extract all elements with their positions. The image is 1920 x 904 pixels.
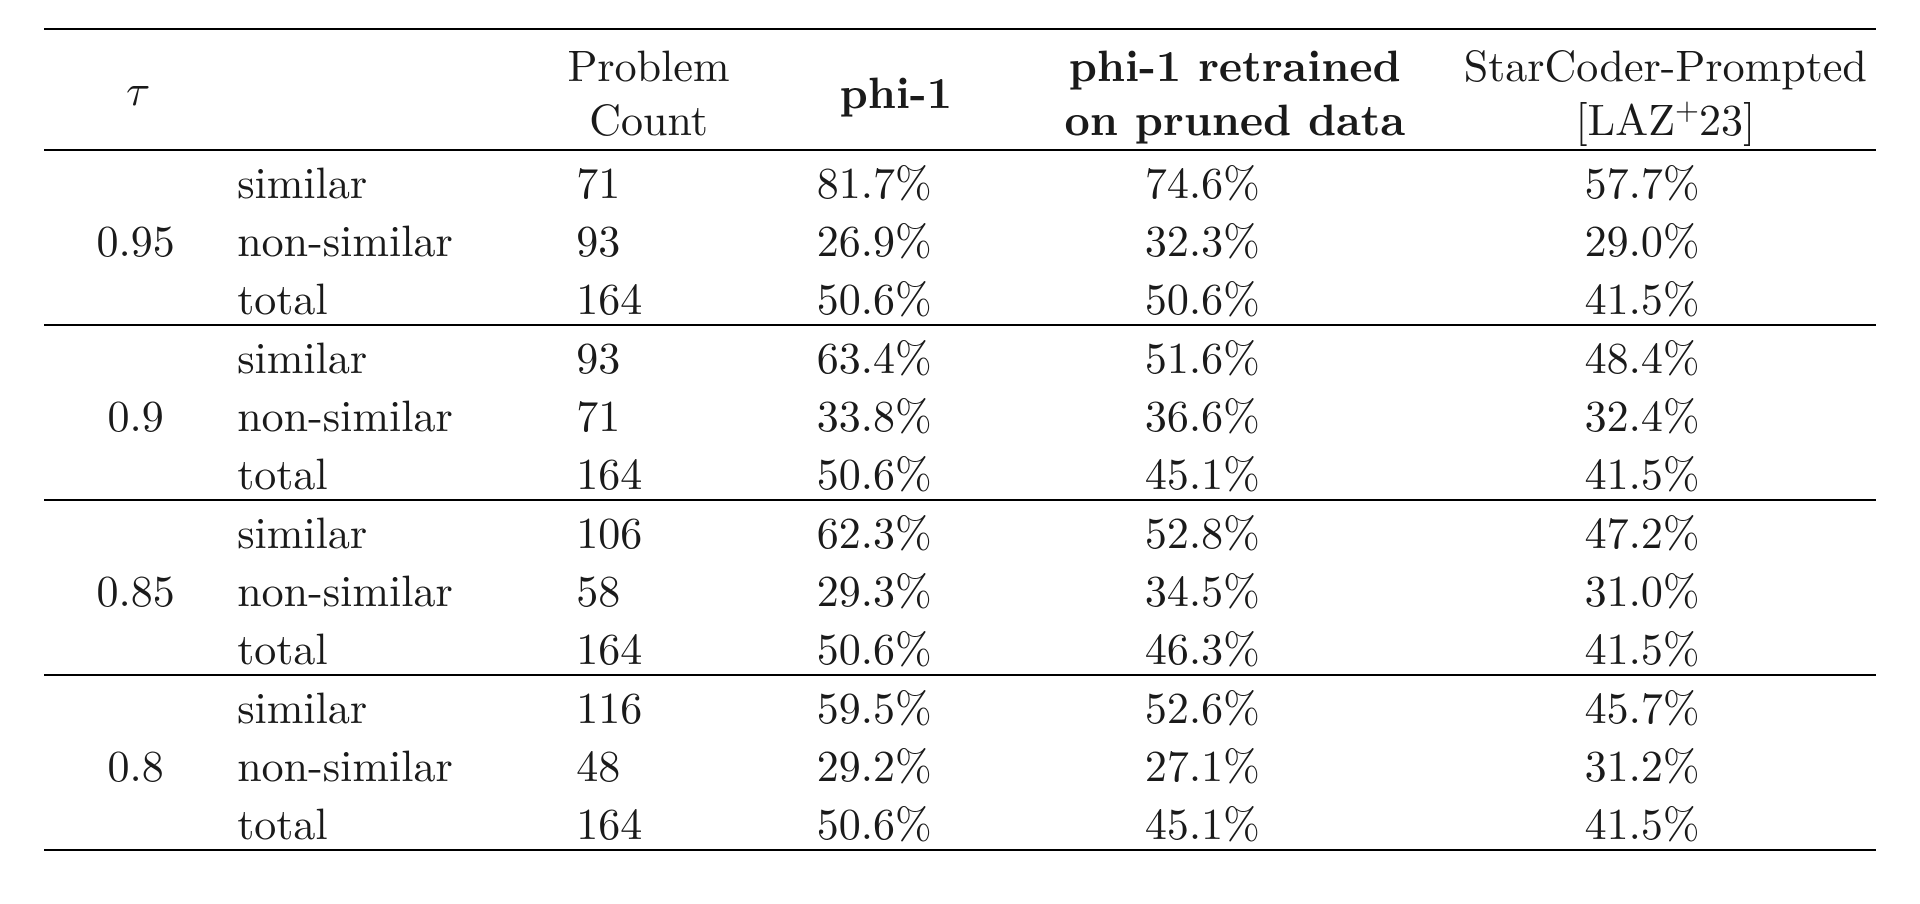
starcoder-cell: 57.7%: [1455, 150, 1876, 209]
retrained-cell: 52.8%: [1015, 500, 1455, 559]
retrained-cell: 46.3%: [1015, 617, 1455, 676]
col-header-tau: τ: [44, 29, 227, 150]
retrained-cell: 27.1%: [1015, 734, 1455, 792]
tau-cell: 0.85: [44, 559, 227, 617]
starcoder-cell: 47.2%: [1455, 500, 1876, 559]
retrained-cell: 50.6%: [1015, 267, 1455, 326]
table-row: similar7181.7%74.6%57.7%: [44, 150, 1876, 209]
starcoder-cell: 45.7%: [1455, 675, 1876, 734]
category-cell: total: [227, 267, 520, 326]
tau-cell-empty: [44, 617, 227, 676]
category-cell: non-similar: [227, 559, 520, 617]
tau-cell-empty: [44, 792, 227, 851]
tau-cell: 0.8: [44, 734, 227, 792]
category-cell: non-similar: [227, 209, 520, 267]
phi1-cell: 50.6%: [777, 267, 1015, 326]
problem-count-cell: 71: [520, 150, 776, 209]
table-row: 0.8non-similar4829.2%27.1%31.2%: [44, 734, 1876, 792]
problem-count-cell: 164: [520, 617, 776, 676]
phi1-cell: 50.6%: [777, 442, 1015, 501]
phi1-cell: 50.6%: [777, 792, 1015, 851]
phi1-cell: 81.7%: [777, 150, 1015, 209]
phi1-cell: 50.6%: [777, 617, 1015, 676]
starcoder-cell: 41.5%: [1455, 442, 1876, 501]
category-cell: similar: [227, 325, 520, 384]
category-cell: non-similar: [227, 384, 520, 442]
retrained-cell: 32.3%: [1015, 209, 1455, 267]
phi1-cell: 29.2%: [777, 734, 1015, 792]
phi1-cell: 59.5%: [777, 675, 1015, 734]
table-row: total16450.6%45.1%41.5%: [44, 442, 1876, 501]
retrained-cell: 45.1%: [1015, 442, 1455, 501]
category-cell: similar: [227, 150, 520, 209]
phi1-cell: 63.4%: [777, 325, 1015, 384]
retrained-cell: 34.5%: [1015, 559, 1455, 617]
problem-count-cell: 164: [520, 267, 776, 326]
problem-count-cell: 58: [520, 559, 776, 617]
table-row: total16450.6%46.3%41.5%: [44, 617, 1876, 676]
category-cell: similar: [227, 675, 520, 734]
tau-cell: 0.95: [44, 209, 227, 267]
col-header-phi1: phi-1: [777, 29, 1015, 150]
tau-symbol: τ: [124, 70, 147, 114]
table-row: 0.9non-similar7133.8%36.6%32.4%: [44, 384, 1876, 442]
tau-cell-empty: [44, 325, 227, 384]
starcoder-cell: 31.0%: [1455, 559, 1876, 617]
retrained-cell: 52.6%: [1015, 675, 1455, 734]
problem-count-cell: 93: [520, 209, 776, 267]
problem-count-cell: 164: [520, 442, 776, 501]
retrained-cell: 51.6%: [1015, 325, 1455, 384]
table-row: similar11659.5%52.6%45.7%: [44, 675, 1876, 734]
col-header-category: [227, 29, 520, 150]
col-header-starcoder: StarCoder-Prompted [LAZ+23]: [1455, 29, 1876, 150]
retrained-cell: 36.6%: [1015, 384, 1455, 442]
category-cell: similar: [227, 500, 520, 559]
phi1-cell: 62.3%: [777, 500, 1015, 559]
problem-count-cell: 48: [520, 734, 776, 792]
tau-cell-empty: [44, 442, 227, 501]
retrained-cell: 45.1%: [1015, 792, 1455, 851]
table-row: similar10662.3%52.8%47.2%: [44, 500, 1876, 559]
problem-count-cell: 164: [520, 792, 776, 851]
category-cell: total: [227, 617, 520, 676]
starcoder-cell: 41.5%: [1455, 792, 1876, 851]
table-row: total16450.6%50.6%41.5%: [44, 267, 1876, 326]
problem-count-cell: 93: [520, 325, 776, 384]
table-body: similar7181.7%74.6%57.7%0.95non-similar9…: [44, 150, 1876, 850]
category-cell: total: [227, 442, 520, 501]
category-cell: total: [227, 792, 520, 851]
starcoder-cell: 41.5%: [1455, 617, 1876, 676]
table-header-row: τ Problem Count phi-1 phi-1 retrained on…: [44, 29, 1876, 150]
starcoder-cell: 41.5%: [1455, 267, 1876, 326]
starcoder-cell: 29.0%: [1455, 209, 1876, 267]
col-header-retrained: phi-1 retrained on pruned data: [1015, 29, 1455, 150]
table-row: 0.85non-similar5829.3%34.5%31.0%: [44, 559, 1876, 617]
starcoder-cell: 48.4%: [1455, 325, 1876, 384]
results-table: τ Problem Count phi-1 phi-1 retrained on…: [44, 28, 1876, 851]
starcoder-cell: 31.2%: [1455, 734, 1876, 792]
col-header-problem-count: Problem Count: [520, 29, 776, 150]
table-row: total16450.6%45.1%41.5%: [44, 792, 1876, 851]
category-cell: non-similar: [227, 734, 520, 792]
phi1-cell: 33.8%: [777, 384, 1015, 442]
tau-cell-empty: [44, 267, 227, 326]
table-container: τ Problem Count phi-1 phi-1 retrained on…: [0, 0, 1920, 875]
table-row: similar9363.4%51.6%48.4%: [44, 325, 1876, 384]
problem-count-cell: 106: [520, 500, 776, 559]
tau-cell-empty: [44, 675, 227, 734]
problem-count-cell: 71: [520, 384, 776, 442]
tau-cell-empty: [44, 500, 227, 559]
tau-cell: 0.9: [44, 384, 227, 442]
starcoder-cell: 32.4%: [1455, 384, 1876, 442]
phi1-cell: 29.3%: [777, 559, 1015, 617]
phi1-cell: 26.9%: [777, 209, 1015, 267]
retrained-cell: 74.6%: [1015, 150, 1455, 209]
table-row: 0.95non-similar9326.9%32.3%29.0%: [44, 209, 1876, 267]
tau-cell-empty: [44, 150, 227, 209]
problem-count-cell: 116: [520, 675, 776, 734]
